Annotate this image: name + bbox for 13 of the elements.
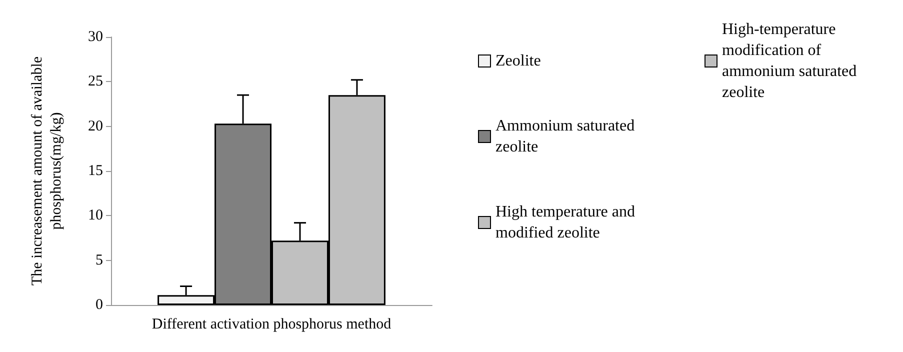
y-tick-label: 5: [96, 252, 103, 268]
y-tick-label: 30: [88, 29, 103, 45]
y-axis-title: The increasement amount of available phosphorus(mg/kg): [30, 56, 64, 286]
legend-label: High temperature and modified zeolite: [496, 204, 639, 242]
y-tick-label: 0: [96, 297, 103, 313]
y-tick-label: 10: [88, 208, 103, 224]
legend-label: Zeolite: [496, 52, 541, 70]
x-tick-label: Different activation phosphorus method: [152, 316, 392, 332]
y-tick-label: 20: [88, 118, 103, 134]
y-tick-label: 25: [88, 74, 103, 90]
legend-label: High-temperature modification of ammonium saturated zeolite: [722, 21, 861, 101]
y-tick-label: 15: [88, 163, 103, 179]
legend-label: Ammonium saturated zeolite: [496, 118, 639, 156]
